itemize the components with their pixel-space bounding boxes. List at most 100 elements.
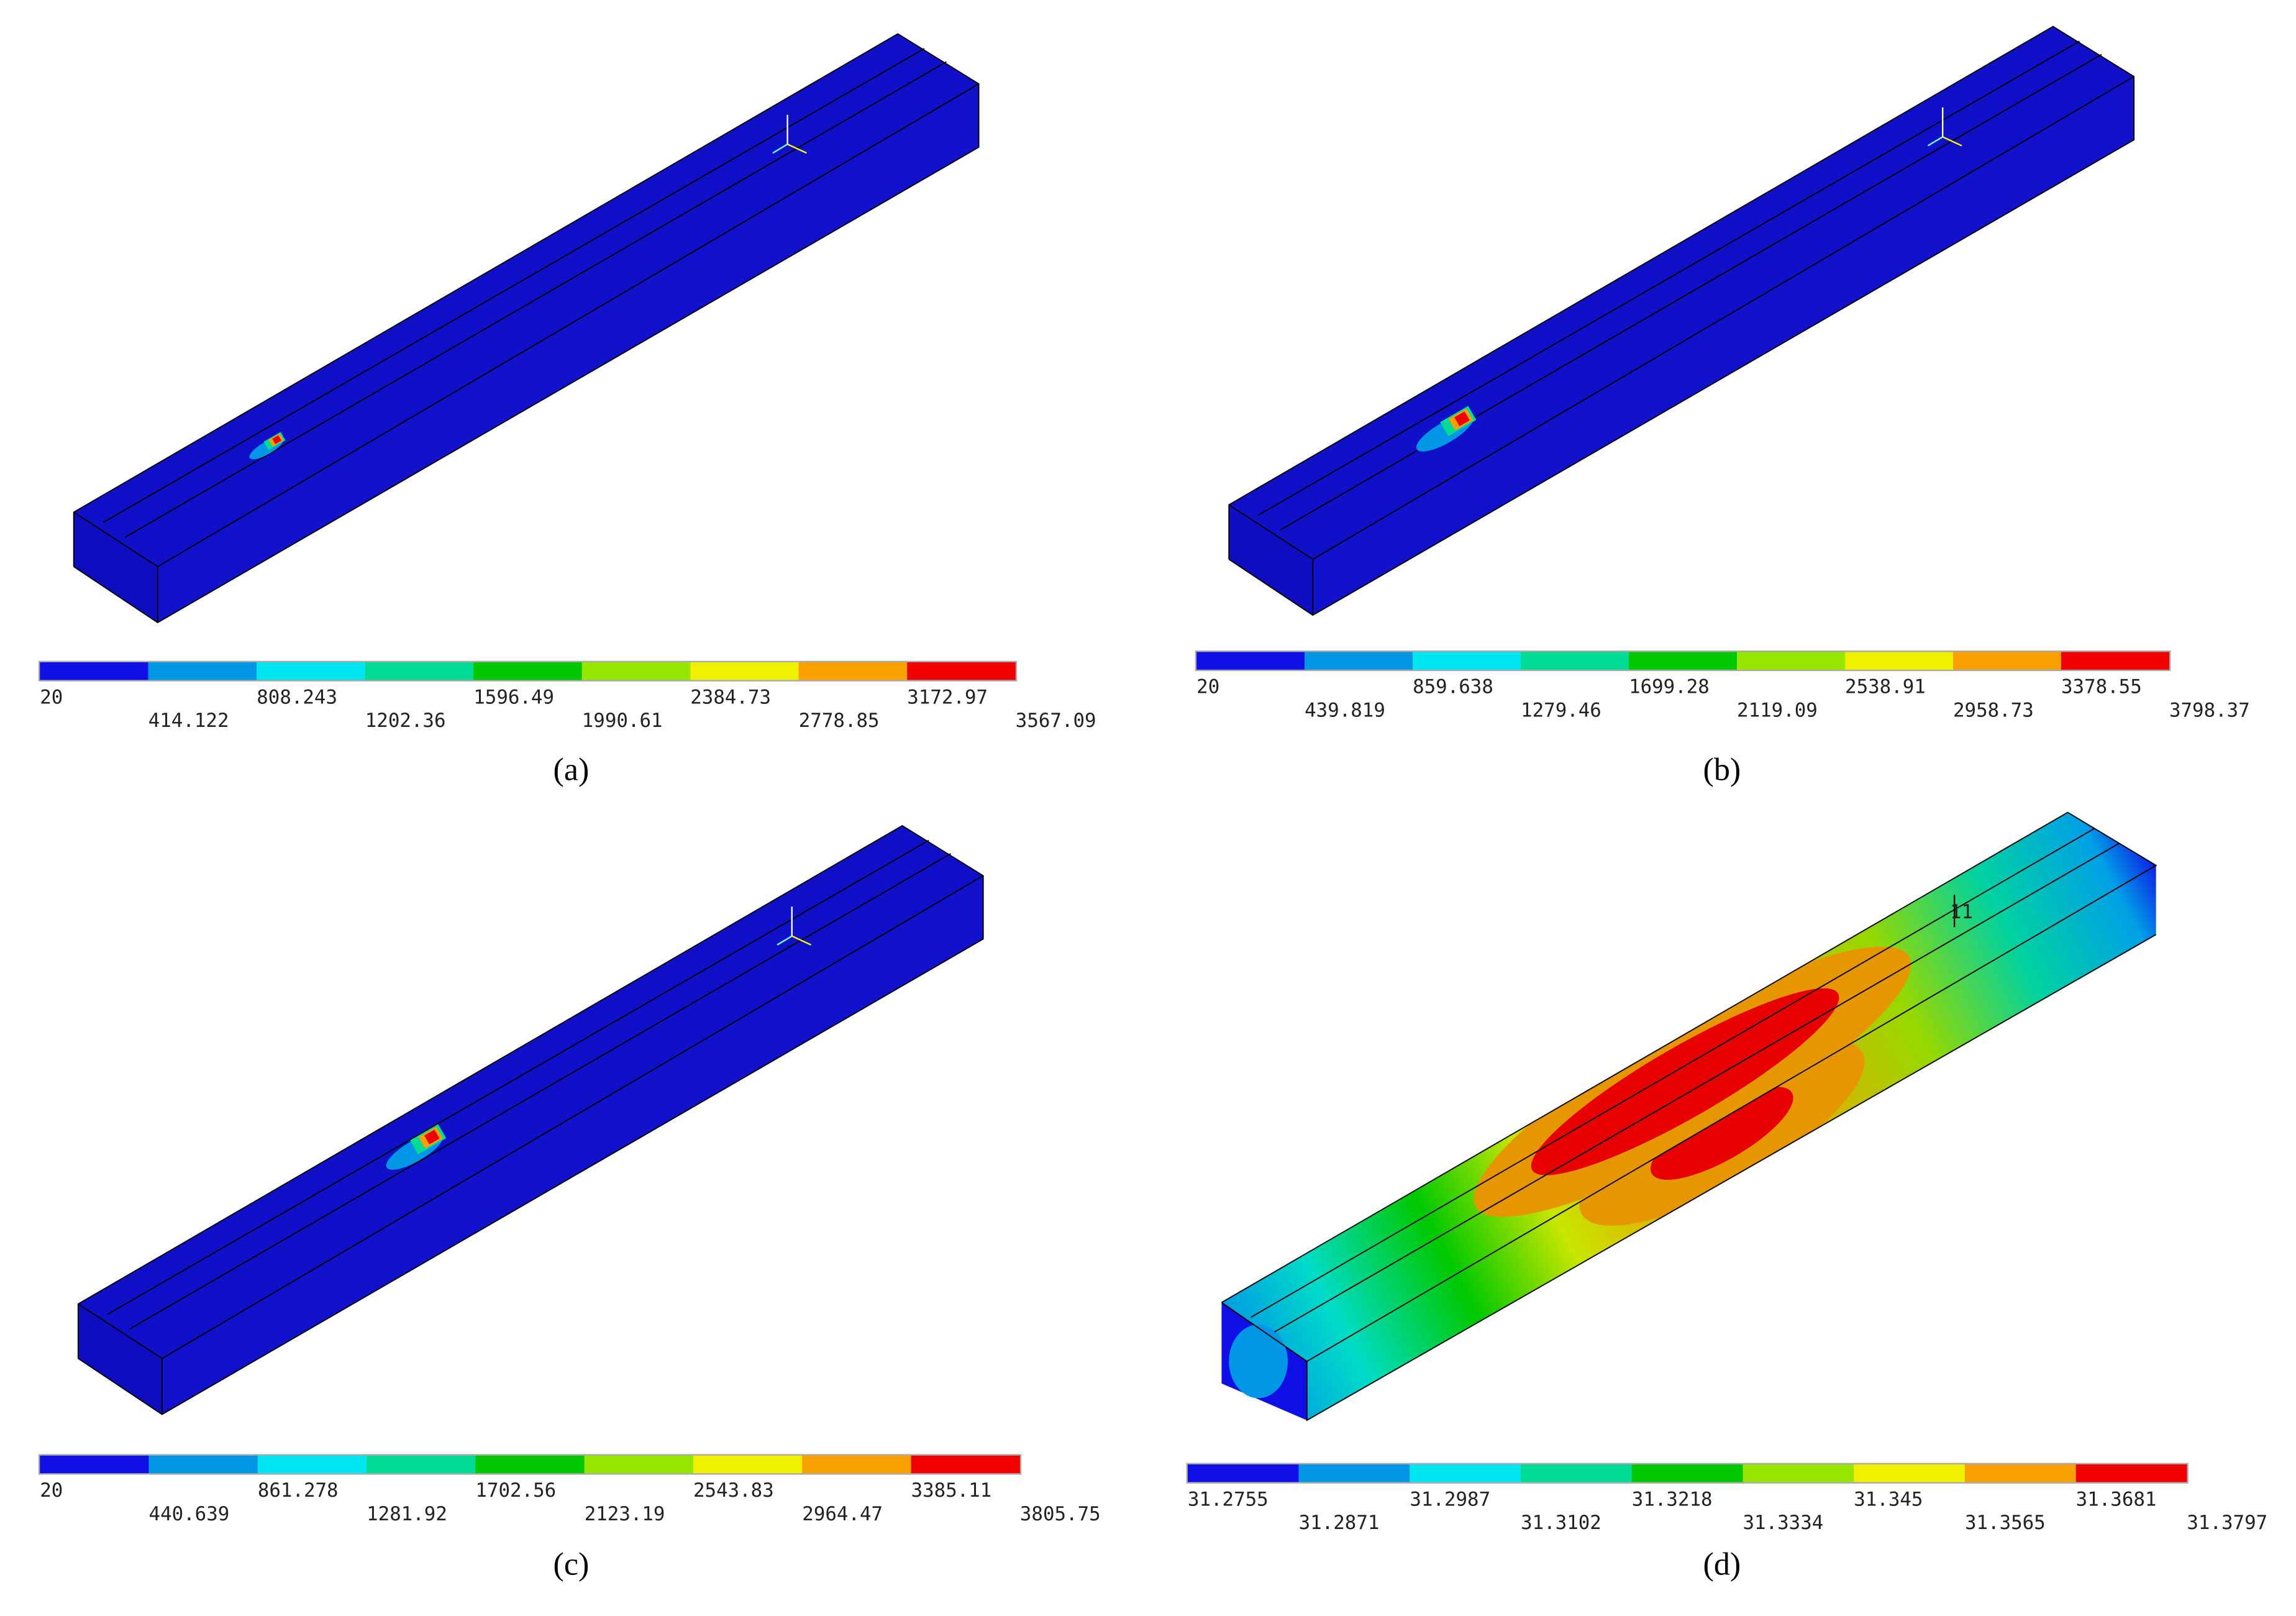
legend-label: 31.2871 (1299, 1512, 1380, 1534)
legend-label: 859.638 (1413, 676, 1493, 698)
heat-zone (424, 1130, 440, 1145)
legend-label: 808.243 (257, 686, 337, 708)
triad-label: 11 (1950, 901, 1973, 923)
triad (777, 935, 793, 946)
legend-label: 440.639 (149, 1503, 230, 1525)
legend-swatch (1845, 652, 1954, 670)
beam-top (1229, 26, 2134, 560)
groove-line (125, 61, 947, 538)
beam (77, 824, 984, 1415)
legend-label: 3798.37 (2169, 700, 2250, 722)
contour (1651, 1087, 1793, 1180)
legend-label: 3385.11 (911, 1479, 992, 1502)
contours (1579, 1041, 1865, 1226)
legend-swatch (1953, 652, 2062, 670)
legend-swatch (1629, 652, 1738, 670)
legend-swatch (148, 1455, 258, 1474)
hot-spot (249, 432, 286, 460)
legend-label: 861.278 (258, 1479, 339, 1502)
legend-label: 414.122 (148, 710, 229, 732)
legend-swatch (1196, 652, 1305, 670)
beam-top (78, 825, 983, 1359)
legend-label: 3378.55 (2061, 676, 2142, 698)
legend-swatch (581, 662, 691, 680)
legend-swatch (475, 1455, 585, 1474)
legend-swatch (1737, 652, 1846, 670)
legend-label: 1990.61 (582, 710, 663, 732)
contour (1229, 1324, 1288, 1399)
legend-swatch (257, 1455, 367, 1474)
beam-end (78, 1303, 162, 1415)
legend-label: 31.345 (1854, 1488, 1923, 1510)
legend-label: 31.3681 (2076, 1488, 2157, 1510)
legend-label: 3805.75 (1020, 1503, 1101, 1525)
legend-swatch (365, 662, 474, 680)
beam-side (157, 84, 979, 623)
beam-end (1229, 504, 1313, 616)
triad (787, 144, 807, 154)
legend-swatch (907, 662, 1016, 680)
legend-swatch (1305, 652, 1413, 670)
groove-line (1274, 842, 2120, 1333)
legend-swatch (1742, 1464, 1854, 1482)
legend-swatch (1964, 1464, 2076, 1482)
heat-zone (1454, 411, 1470, 427)
legend-label: 31.2987 (1410, 1488, 1490, 1510)
legend-swatch (1187, 1464, 1299, 1482)
legend-label: 2778.85 (799, 710, 880, 732)
groove-line (107, 839, 929, 1315)
heat-zone (272, 435, 282, 444)
legend-swatch (690, 662, 799, 680)
legend-swatch (473, 662, 582, 680)
legend-swatch (911, 1455, 1020, 1474)
legend-label: 1702.56 (475, 1479, 556, 1502)
legend-swatch (1631, 1464, 1743, 1482)
beam (73, 33, 980, 624)
legend-label: 2543.83 (693, 1479, 774, 1502)
legend-swatch (584, 1455, 694, 1474)
legend-swatch (802, 1455, 911, 1474)
legend-swatch (1854, 1464, 1965, 1482)
legend-label: 2119.09 (1737, 700, 1818, 722)
groove-line (102, 48, 925, 523)
caption: (c) (553, 1547, 589, 1582)
legend-label: 31.3102 (1521, 1512, 1601, 1534)
legend-swatch (693, 1455, 803, 1474)
caption: (a) (553, 752, 589, 787)
beam-top (73, 34, 979, 567)
contours (1474, 946, 1911, 1217)
beam (1228, 25, 2135, 616)
beam-edge (1221, 811, 2157, 1363)
caption: (b) (1703, 752, 1741, 787)
triad (1927, 136, 1943, 147)
legend-label: 31.2755 (1188, 1488, 1269, 1510)
legend-swatch (367, 1455, 476, 1474)
hot-spot (386, 1124, 447, 1170)
legend-swatch (257, 662, 365, 680)
hot-spot (1416, 406, 1477, 452)
legend-swatch (798, 662, 908, 680)
legend-swatch (40, 1455, 149, 1474)
legend-swatch (1298, 1464, 1410, 1482)
triad (1942, 136, 1962, 147)
legend-label: 2964.47 (802, 1503, 883, 1525)
legend-label: 31.3565 (1965, 1512, 2046, 1534)
legend-label: 3567.09 (1016, 710, 1096, 732)
legend-label: 439.819 (1305, 700, 1385, 722)
legend-label: 1699.28 (1629, 676, 1710, 698)
legend-label: 2384.73 (690, 686, 771, 708)
beam-side (1313, 76, 2134, 616)
legend-label: 2123.19 (585, 1503, 665, 1525)
triad (791, 935, 812, 946)
legend-swatch (1413, 652, 1521, 670)
legend-label: 1202.36 (365, 710, 446, 732)
legend-label: 31.3218 (1632, 1488, 1713, 1510)
legend-label: 1596.49 (473, 686, 554, 708)
groove-line (1258, 40, 2080, 516)
triad (772, 144, 788, 154)
legend-swatch (1410, 1464, 1521, 1482)
legend-label: 20 (40, 686, 63, 708)
beam-end (73, 512, 158, 623)
legend-swatch (1521, 1464, 1632, 1482)
